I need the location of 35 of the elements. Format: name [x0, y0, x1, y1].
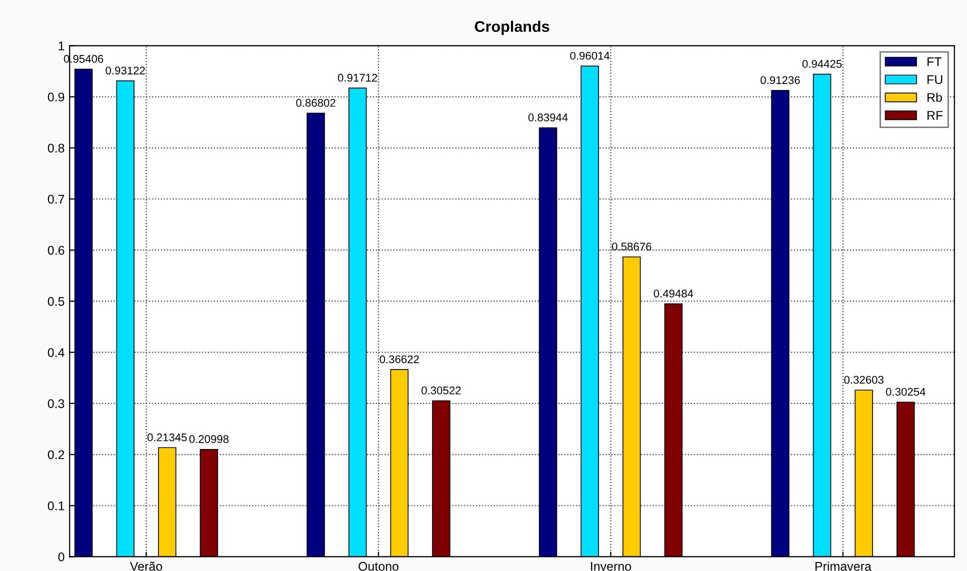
data-label: 0.96014 [570, 52, 610, 60]
legend-label: Rb [928, 92, 942, 102]
y-tick-label: 0.7 [48, 194, 64, 204]
data-label: 0.32603 [844, 376, 884, 384]
y-tick-label: 0.3 [48, 399, 64, 408]
chart-title: Croplands [474, 20, 550, 35]
x-tick-label: Inverno [591, 562, 632, 571]
y-tick-label: 0.2 [48, 450, 64, 460]
x-tick-label: Primavera [816, 562, 872, 571]
data-label: 0.94425 [802, 60, 842, 68]
legend-label: RF [928, 111, 943, 120]
data-label: 0.58676 [612, 242, 652, 250]
y-tick-label: 0.1 [48, 501, 64, 510]
data-label: 0.86802 [296, 98, 336, 107]
y-tick-label: 0 [58, 552, 64, 562]
y-tick-label: 1 [58, 42, 64, 50]
legend-label: FU [928, 75, 942, 84]
x-tick-label: Outono [358, 562, 398, 571]
y-tick-label: 0.9 [48, 92, 64, 102]
data-label: 0.91236 [760, 76, 800, 84]
data-label: 0.30254 [886, 388, 926, 396]
y-tick-label: 0.8 [48, 144, 64, 153]
x-tick-label: Verão [130, 562, 162, 571]
data-label: 0.49484 [654, 290, 694, 298]
data-label: 0.20998 [189, 435, 229, 444]
y-tick-label: 0.6 [48, 246, 64, 255]
legend-label: FT [928, 57, 942, 66]
data-label: 0.83944 [528, 114, 568, 122]
data-label: 0.21345 [148, 433, 187, 442]
y-tick-label: 0.4 [48, 348, 64, 357]
data-label: 0.36622 [380, 355, 419, 364]
y-tick-label: 0.5 [48, 297, 64, 306]
data-label: 0.93122 [106, 66, 145, 74]
data-label: 0.30522 [422, 386, 461, 394]
data-label: 0.91712 [338, 74, 378, 82]
